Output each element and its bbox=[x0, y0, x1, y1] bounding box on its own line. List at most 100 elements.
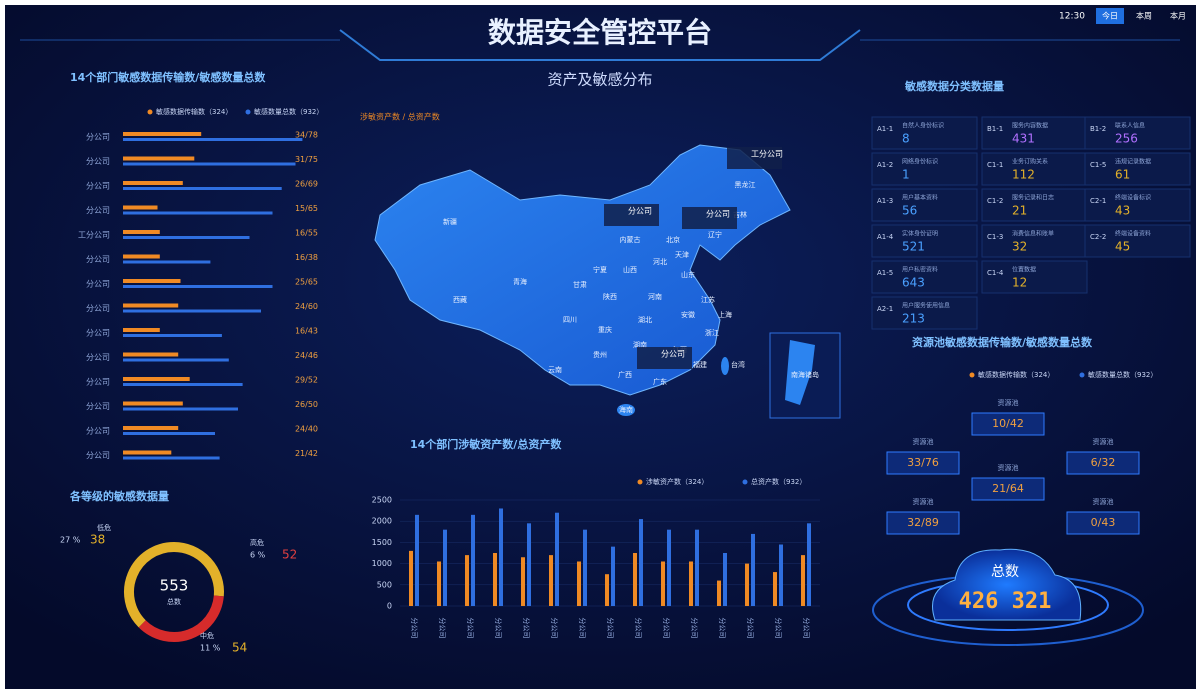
pool-name: 资源池 bbox=[1093, 437, 1114, 446]
x-tick-label: 分公司 bbox=[718, 618, 727, 639]
bar bbox=[527, 523, 531, 606]
class-name: 违规记录数据 bbox=[1115, 158, 1151, 166]
province-label: 山西 bbox=[623, 265, 637, 274]
class-name: 用户基本资料 bbox=[902, 194, 938, 202]
province-label: 吉林 bbox=[733, 210, 747, 219]
level-value: 52 bbox=[282, 548, 297, 562]
bar bbox=[751, 533, 755, 606]
row-value: 34/78 bbox=[295, 131, 318, 140]
bar bbox=[123, 383, 243, 386]
province-label: 云南 bbox=[548, 365, 562, 374]
row-value: 16/38 bbox=[295, 253, 318, 262]
class-value: 43 bbox=[1115, 204, 1130, 218]
class-value: 21 bbox=[1012, 204, 1027, 218]
class-name: 服务记录和日志 bbox=[1012, 194, 1054, 202]
province-label: 陕西 bbox=[603, 292, 617, 301]
legend-label: 敏感数量总数（932） bbox=[1088, 370, 1157, 379]
x-tick-label: 分公司 bbox=[466, 618, 475, 639]
province-label: 西藏 bbox=[453, 295, 467, 304]
bar bbox=[549, 555, 553, 606]
bar bbox=[465, 555, 469, 606]
popup-label: 分公司 bbox=[628, 207, 652, 216]
row-value: 16/43 bbox=[295, 327, 318, 336]
bar bbox=[633, 553, 637, 606]
class-cell bbox=[871, 260, 978, 294]
bar bbox=[521, 557, 525, 606]
province-label: 安徽 bbox=[681, 310, 695, 319]
province-label: 台湾 bbox=[731, 360, 745, 369]
section-title: 敏感数据分类数据量 bbox=[904, 79, 1004, 93]
time: 12:30 bbox=[1059, 12, 1085, 22]
province-label: 天津 bbox=[675, 251, 689, 259]
pool-value: 32/89 bbox=[907, 516, 939, 529]
class-name: 终端设备资料 bbox=[1115, 230, 1151, 238]
bar bbox=[123, 205, 158, 210]
level-percent: 27 % bbox=[60, 536, 81, 545]
tab-active bbox=[1096, 8, 1124, 24]
pool-name: 资源池 bbox=[998, 463, 1019, 472]
pool-value: 0/43 bbox=[1091, 516, 1116, 529]
bar bbox=[577, 561, 581, 606]
class-value: 45 bbox=[1115, 240, 1130, 254]
map-legend: 涉敏资产数 / 总资产数 bbox=[360, 112, 440, 122]
class-cell bbox=[1084, 152, 1191, 186]
class-name: 用户私密资料 bbox=[902, 266, 938, 274]
row-name: 分公司 bbox=[86, 353, 110, 362]
bar bbox=[123, 260, 211, 264]
class-code: B1-1 bbox=[987, 125, 1003, 133]
province-label: 浙江 bbox=[705, 328, 719, 337]
x-tick-label: 分公司 bbox=[802, 618, 811, 639]
bar bbox=[667, 529, 671, 606]
province-label: 北京 bbox=[666, 235, 680, 244]
province-label: 黑龙江 bbox=[735, 180, 756, 189]
row-name: 分公司 bbox=[86, 304, 110, 313]
bar bbox=[639, 519, 643, 606]
class-code: C1-4 bbox=[987, 269, 1004, 277]
class-cell bbox=[981, 152, 1088, 186]
class-name: 消费信息和账单 bbox=[1012, 230, 1054, 238]
class-value: 12 bbox=[1012, 276, 1027, 290]
y-tick-label: 2000 bbox=[372, 517, 392, 526]
class-code: B1-2 bbox=[1090, 125, 1106, 133]
province-label: 上海 bbox=[718, 310, 732, 319]
class-value: 256 bbox=[1115, 132, 1138, 146]
legend-dot bbox=[969, 372, 975, 378]
class-code: C1-2 bbox=[987, 197, 1003, 205]
province-label: 南海诸岛 bbox=[791, 370, 819, 379]
x-tick-label: 分公司 bbox=[578, 618, 587, 639]
tab[interactable]: 今日 bbox=[1102, 11, 1118, 21]
province-label: 河南 bbox=[648, 292, 662, 301]
province-label: 贵州 bbox=[593, 350, 607, 359]
class-code: C1-5 bbox=[1090, 161, 1106, 169]
bar bbox=[717, 580, 721, 606]
tab[interactable]: 本周 bbox=[1136, 11, 1152, 21]
row-value: 26/50 bbox=[295, 400, 318, 409]
class-value: 61 bbox=[1115, 168, 1130, 182]
province-label: 山东 bbox=[681, 270, 695, 279]
popup-label: 工分公司 bbox=[751, 150, 783, 159]
class-name: 业务订购关系 bbox=[1012, 158, 1048, 166]
pool-box bbox=[886, 451, 960, 475]
legend-dot bbox=[245, 109, 251, 115]
donut-segment bbox=[138, 595, 224, 642]
province-label: 福建 bbox=[693, 360, 707, 369]
row-name: 分公司 bbox=[86, 206, 110, 215]
legend-label: 敏感数据传输数（324） bbox=[156, 107, 232, 116]
class-value: 643 bbox=[902, 276, 925, 290]
legend-dot bbox=[1079, 372, 1085, 378]
x-tick-label: 分公司 bbox=[746, 618, 755, 639]
row-value: 26/69 bbox=[295, 180, 318, 189]
province-label: 新疆 bbox=[443, 217, 457, 226]
tab[interactable]: 本月 bbox=[1170, 11, 1186, 21]
province-label: 广西 bbox=[618, 370, 632, 379]
bar bbox=[123, 352, 179, 357]
bar bbox=[123, 303, 179, 308]
popup bbox=[637, 347, 692, 369]
province-label: 四川 bbox=[563, 316, 577, 324]
level-percent: 11 % bbox=[200, 644, 221, 653]
class-name: 联系人信息 bbox=[1115, 122, 1145, 130]
bar bbox=[123, 138, 303, 141]
bar bbox=[123, 407, 238, 411]
legend-dot bbox=[147, 109, 153, 115]
province-label: 辽宁 bbox=[708, 230, 722, 239]
